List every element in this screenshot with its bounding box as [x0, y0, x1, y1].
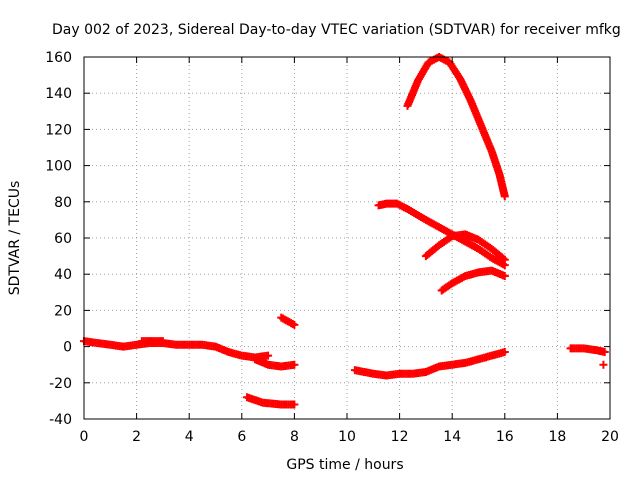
series-arc-12: [599, 360, 608, 369]
x-tick-label: 18: [548, 429, 566, 445]
series-arc-10: [437, 266, 509, 295]
series-arc-8: [403, 53, 509, 201]
series-arc-9: [421, 230, 509, 264]
data-point: [499, 254, 508, 263]
x-axis-label: GPS time / hours: [286, 457, 403, 473]
data-point: [290, 360, 299, 369]
y-tick-label: 40: [54, 267, 72, 283]
data-point: [290, 400, 299, 409]
x-tick-label: 10: [338, 429, 356, 445]
y-tick-label: 100: [45, 159, 72, 175]
y-axis-label: SDTVAR / TECUs: [7, 181, 23, 296]
data-point: [500, 272, 509, 281]
x-tick-label: 6: [237, 429, 246, 445]
series-arc-6: [350, 348, 509, 380]
data-point: [599, 360, 608, 369]
data-point: [600, 348, 609, 357]
data-layer: [80, 53, 609, 409]
chart-title: Day 002 of 2023, Sidereal Day-to-day VTE…: [52, 22, 621, 38]
y-tick-label: 0: [63, 340, 72, 356]
data-point: [264, 351, 273, 360]
series-arc-4: [277, 313, 299, 329]
data-point: [500, 255, 509, 264]
x-tick-label: 12: [391, 429, 409, 445]
x-tick-label: 20: [601, 429, 619, 445]
data-point: [158, 337, 167, 346]
tick-layer: 0 2 4 6 8 10 12 14 16 18 20 -40 -20 0 20 40 60 80 100 120 14…: [45, 50, 619, 445]
x-tick-label: 8: [290, 429, 299, 445]
y-tick-label: 60: [54, 231, 72, 247]
data-point: [500, 192, 509, 201]
series-arc-2: [137, 337, 167, 346]
x-tick-label: 2: [132, 429, 141, 445]
series-arc-11: [566, 344, 609, 357]
x-tick-label: 14: [443, 429, 461, 445]
series-arc-1: [80, 337, 273, 362]
data-point: [290, 320, 299, 329]
x-tick-label: 16: [496, 429, 514, 445]
y-tick-label: -40: [49, 412, 72, 428]
x-tick-label: 4: [185, 429, 194, 445]
series-arc-5: [243, 393, 299, 409]
y-tick-label: 160: [45, 50, 72, 66]
y-tick-label: 140: [45, 86, 72, 102]
grid-layer: [84, 57, 610, 419]
x-tick-label: 0: [80, 429, 89, 445]
data-point: [500, 348, 509, 357]
y-tick-label: -20: [49, 376, 72, 392]
series-arc-7: [374, 199, 509, 270]
y-tick-label: 20: [54, 303, 72, 319]
series-arc-3: [250, 355, 299, 371]
y-tick-label: 120: [45, 122, 72, 138]
y-tick-label: 80: [54, 195, 72, 211]
